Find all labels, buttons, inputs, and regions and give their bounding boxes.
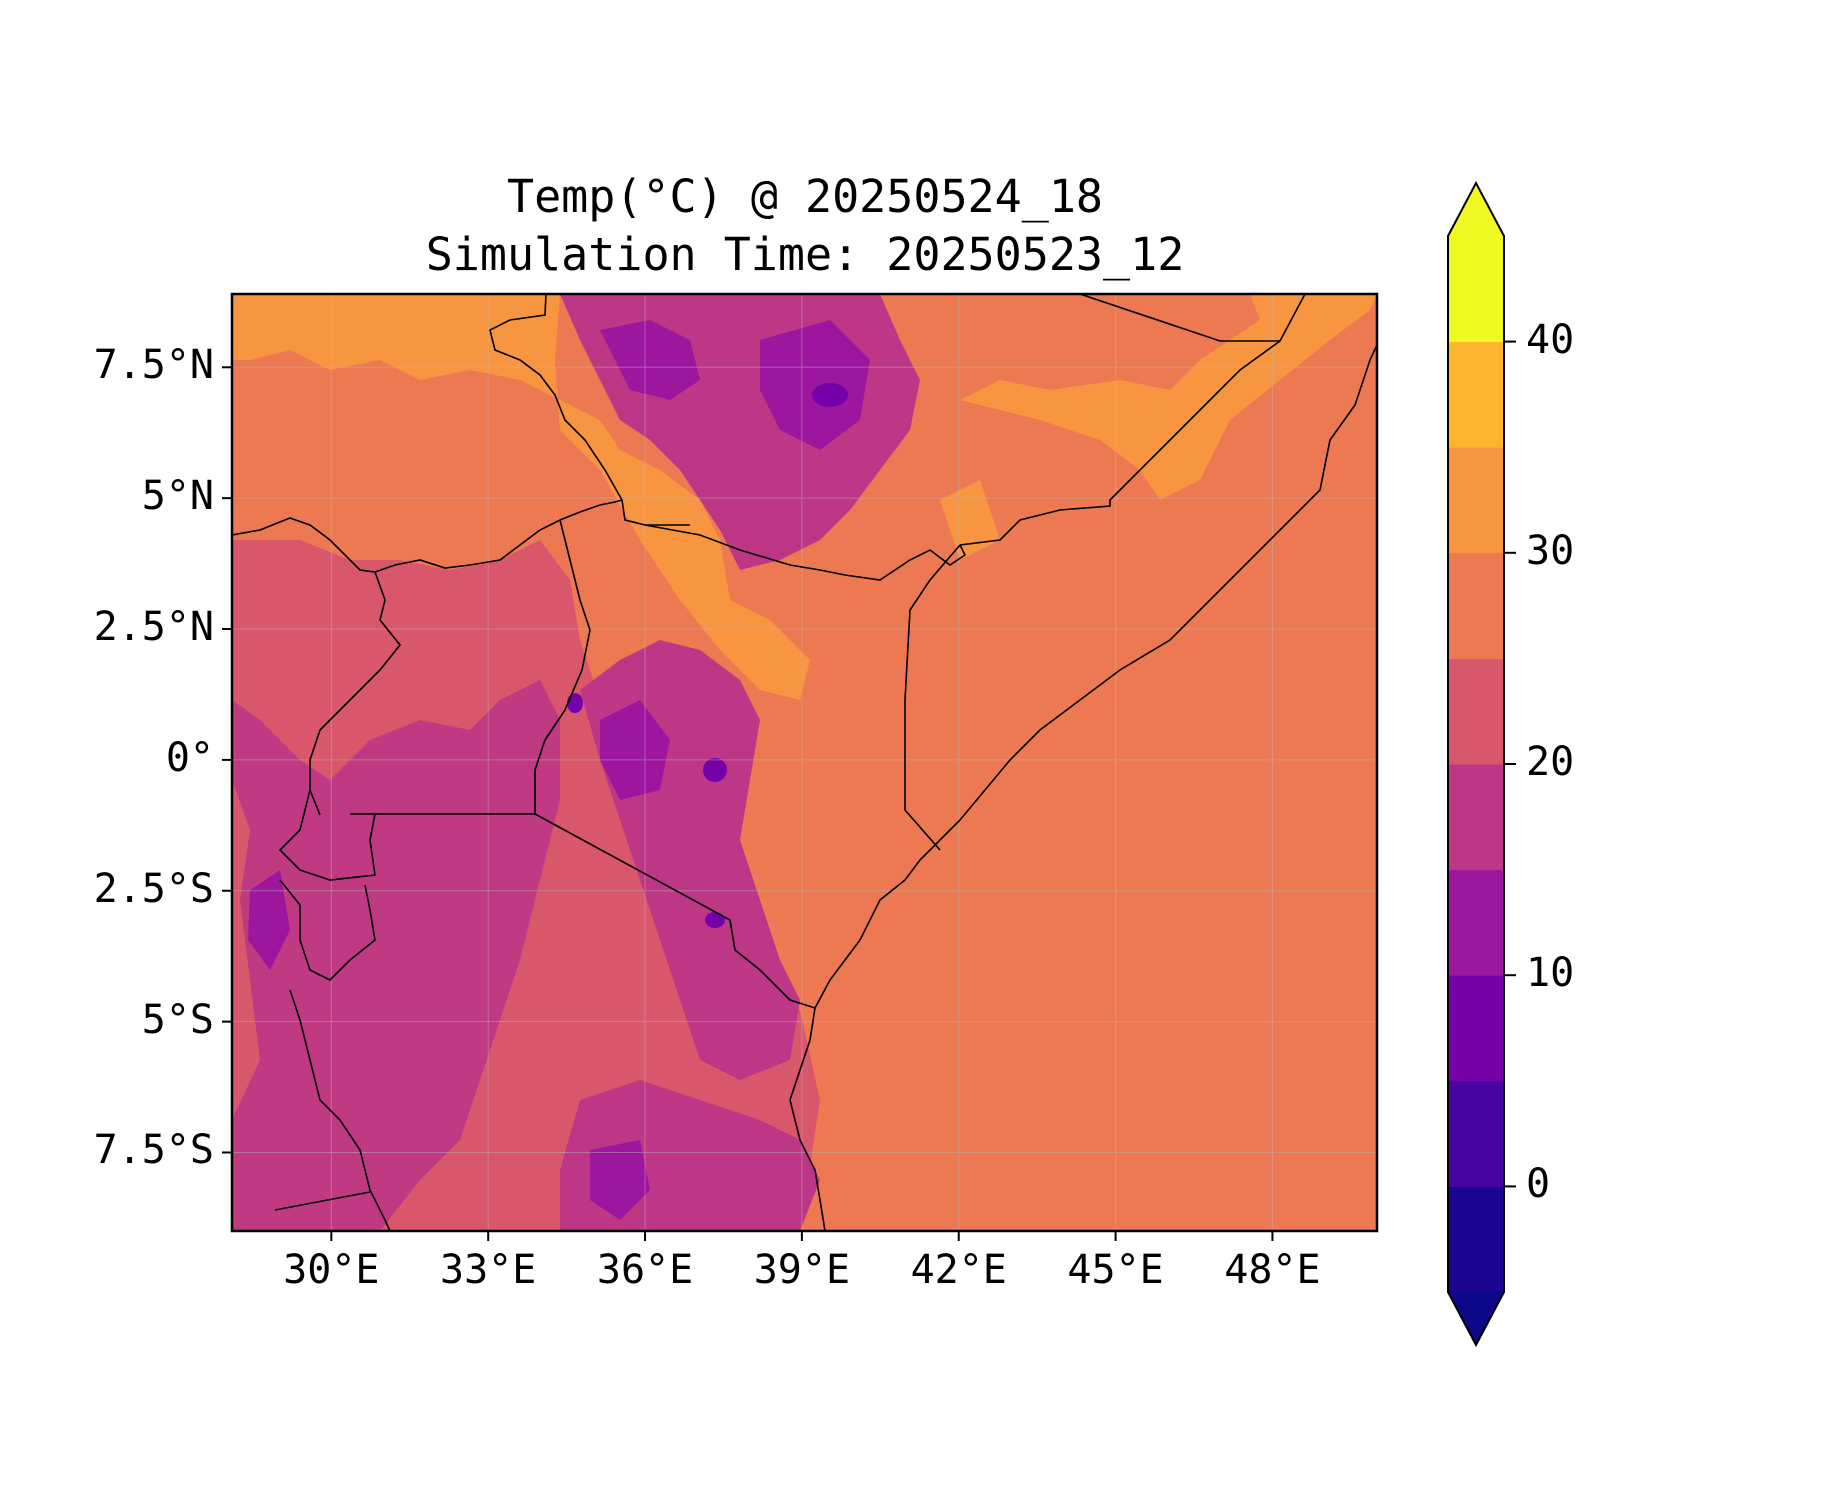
field-ne-warm-2 xyxy=(940,480,1000,560)
colorbar-segment xyxy=(1448,236,1504,343)
x-tick-label: 30°E xyxy=(283,1247,380,1293)
colorbar-segment xyxy=(1448,1186,1504,1293)
colorbar-segment xyxy=(1448,764,1504,871)
colorbar-segment xyxy=(1448,658,1504,765)
field-north-warm xyxy=(232,294,810,700)
y-tick-label: 7.5°N xyxy=(93,342,214,389)
border-ethiopia-west xyxy=(489,294,690,526)
border-zambia xyxy=(274,1191,371,1211)
colorbar-tick-label: 0 xyxy=(1526,1161,1551,1208)
colorbar-segment xyxy=(1448,869,1504,976)
country-borders xyxy=(232,294,1377,1231)
border-burundi xyxy=(279,879,376,981)
field-peak-4 xyxy=(567,693,583,713)
field-cool-3 xyxy=(600,700,670,800)
colorbar-tick-label: 40 xyxy=(1526,316,1575,363)
border-kenya-somalia xyxy=(904,544,961,851)
colorbar-segment xyxy=(1448,552,1504,659)
y-tick-label: 7.5°S xyxy=(93,1127,214,1174)
x-tick-label: 45°E xyxy=(1067,1247,1164,1293)
gridlines xyxy=(232,294,1377,1231)
colorbar-extend-min xyxy=(1448,1292,1504,1345)
x-tick-label: 48°E xyxy=(1224,1247,1321,1293)
border-kenya-tz xyxy=(534,813,816,1009)
y-tick-label: 2.5°S xyxy=(93,865,214,912)
chart-subtitle: Simulation Time: 20250523_12 xyxy=(425,228,1185,281)
field-peak-1 xyxy=(812,383,848,407)
border-ssudan-north xyxy=(232,499,623,573)
coast-east-africa xyxy=(814,344,1377,1009)
colorbar-segment xyxy=(1448,975,1504,1082)
field-cool-4 xyxy=(248,870,290,970)
border-rwanda xyxy=(278,789,376,881)
border-ethiopia-somaliland xyxy=(1079,294,1280,342)
colorbar-segment xyxy=(1448,447,1504,554)
border-ethiopia-kenya xyxy=(644,524,967,581)
colorbar xyxy=(1447,180,1516,1348)
temperature-field xyxy=(232,294,1377,1231)
chart-title: Temp(°C) @ 20250524_18 xyxy=(506,170,1104,223)
y-tick-label: 2.5°N xyxy=(93,604,214,651)
colorbar-outline xyxy=(1447,180,1505,1348)
coast-tanzania xyxy=(789,1007,826,1231)
field-peak-3 xyxy=(705,912,725,928)
border-uganda-west xyxy=(309,571,402,816)
field-cool-2 xyxy=(760,320,870,450)
y-tick-label: 0° xyxy=(165,734,214,781)
colorbar-tick-label: 30 xyxy=(1526,527,1575,574)
x-tick-label: 39°E xyxy=(753,1247,851,1293)
x-tick-label: 33°E xyxy=(440,1247,537,1293)
border-ethiopia-somalia xyxy=(959,294,1306,546)
border-uganda-kenya xyxy=(534,519,591,814)
x-tick-label: 36°E xyxy=(596,1247,694,1293)
field-cool-1 xyxy=(600,320,700,400)
field-peak-2 xyxy=(703,758,727,782)
y-tick-label: 5°N xyxy=(141,473,214,520)
colorbar-segment xyxy=(1448,341,1504,448)
colorbar-tick-label: 10 xyxy=(1526,950,1575,997)
x-tick-label: 42°E xyxy=(910,1247,1007,1293)
axes-frame xyxy=(230,292,1379,1233)
field-cool-5 xyxy=(590,1140,650,1220)
border-drc-lake-tanganyika xyxy=(289,989,391,1231)
colorbar-tick-label: 20 xyxy=(1526,739,1575,785)
y-tick-label: 5°S xyxy=(141,996,214,1043)
colorbar-extend-max xyxy=(1448,183,1504,236)
colorbar-segment xyxy=(1448,1080,1504,1187)
field-west-highland xyxy=(232,680,560,1231)
